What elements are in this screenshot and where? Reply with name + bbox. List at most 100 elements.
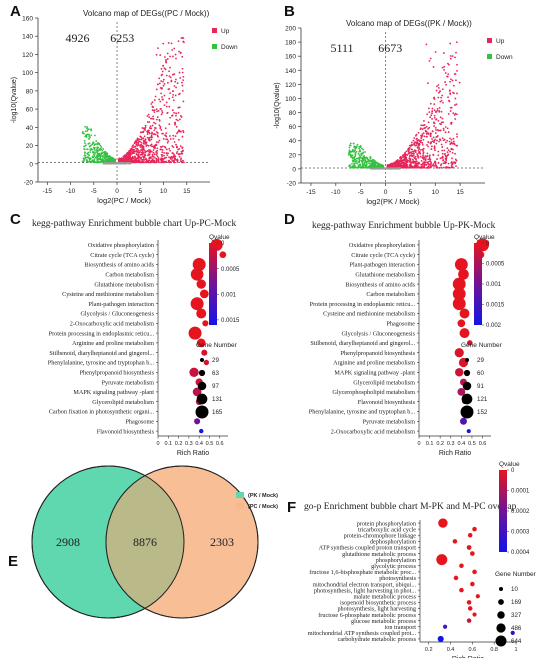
up-point [454,73,457,75]
venn-intersection [106,466,184,618]
up-point [421,143,424,146]
up-point [167,42,170,44]
up-point [174,121,176,124]
size-legend-dot [498,599,504,605]
up-point [177,106,180,109]
chart-title: Volcano map of DEGs((PK / Mock)) [346,19,472,28]
up-point [444,72,447,74]
up-point [404,159,407,162]
up-point [179,51,182,54]
up-point [176,161,179,163]
up-point [157,109,160,112]
bubble [196,338,206,348]
down-point [83,148,85,150]
up-point [428,158,431,160]
up-point [162,138,165,140]
x-axis-label: Rich Ratio [439,450,471,457]
down-point [86,148,89,151]
up-point [401,162,404,164]
up-point [131,145,134,148]
bubble [470,551,475,556]
down-point [84,130,87,133]
up-point [135,159,138,162]
down-point [355,150,358,153]
up-point [175,152,178,155]
category-label: Plant-pathogen interaction [350,262,415,269]
down-point [353,159,355,162]
venn-legend-pc-label: (PC / Mock) [248,504,278,510]
up-point [436,139,438,142]
up-point [154,122,157,125]
up-point [426,82,429,85]
colorbar-tick-label: 0.0005 [486,262,505,268]
down-point [365,166,368,168]
up-point [430,145,433,148]
up-point [441,137,444,139]
down-point [376,165,379,168]
up-point [410,152,413,155]
up-point [182,129,184,132]
up-point [435,129,437,131]
up-point [449,137,451,140]
up-point [129,154,132,157]
up-point [155,141,158,143]
down-point [87,160,90,163]
bubble [437,635,444,642]
down-point [348,146,351,149]
up-point [411,148,414,151]
x-tick-label: 0.6 [216,441,224,447]
up-point [409,160,412,163]
ns-point [117,162,120,164]
bubble [454,348,464,358]
size-legend-dot [195,405,209,419]
bubbles [188,238,227,434]
up-point [448,90,451,92]
size-legend-dot [198,369,206,377]
down-point [366,156,368,159]
up-point [447,96,449,99]
ns-point [385,167,388,170]
y-axis-label: -log10(Qvalue) [274,82,281,128]
up-point [442,166,445,169]
up-point [438,106,441,109]
up-point [396,162,399,165]
up-point [414,141,417,144]
down-point [359,164,361,167]
up-point [450,106,453,109]
up-point [445,83,447,86]
up-point [167,81,169,84]
up-point [416,139,419,142]
up-point [417,150,420,152]
up-point [437,161,440,164]
bubble [453,575,459,581]
bubble [188,326,202,340]
bubble [466,545,472,550]
down-point [98,142,101,145]
up-point [417,152,420,154]
size-legend-label: 91 [477,383,484,390]
up-point [149,125,152,128]
up-point [159,100,162,103]
up-point [141,147,144,150]
up-point [447,149,450,152]
up-point [146,136,149,139]
down-point [350,156,352,158]
bubble [436,554,448,566]
up-point [152,118,155,120]
down-point [372,158,375,161]
up-point [144,158,147,161]
down-point [354,158,357,161]
up-point [442,121,445,124]
up-point [421,134,424,137]
category-label: glucose metabolic process [351,618,417,625]
up-point [416,153,419,155]
category-label: Phagosome [125,419,154,426]
category-label: protein phosphorylation [357,520,416,527]
x-tick-label: 0 [417,441,420,447]
up-point [415,157,417,160]
up-point [146,121,149,123]
up-point [454,104,456,106]
ns-point [370,168,372,170]
up-point [161,96,163,98]
